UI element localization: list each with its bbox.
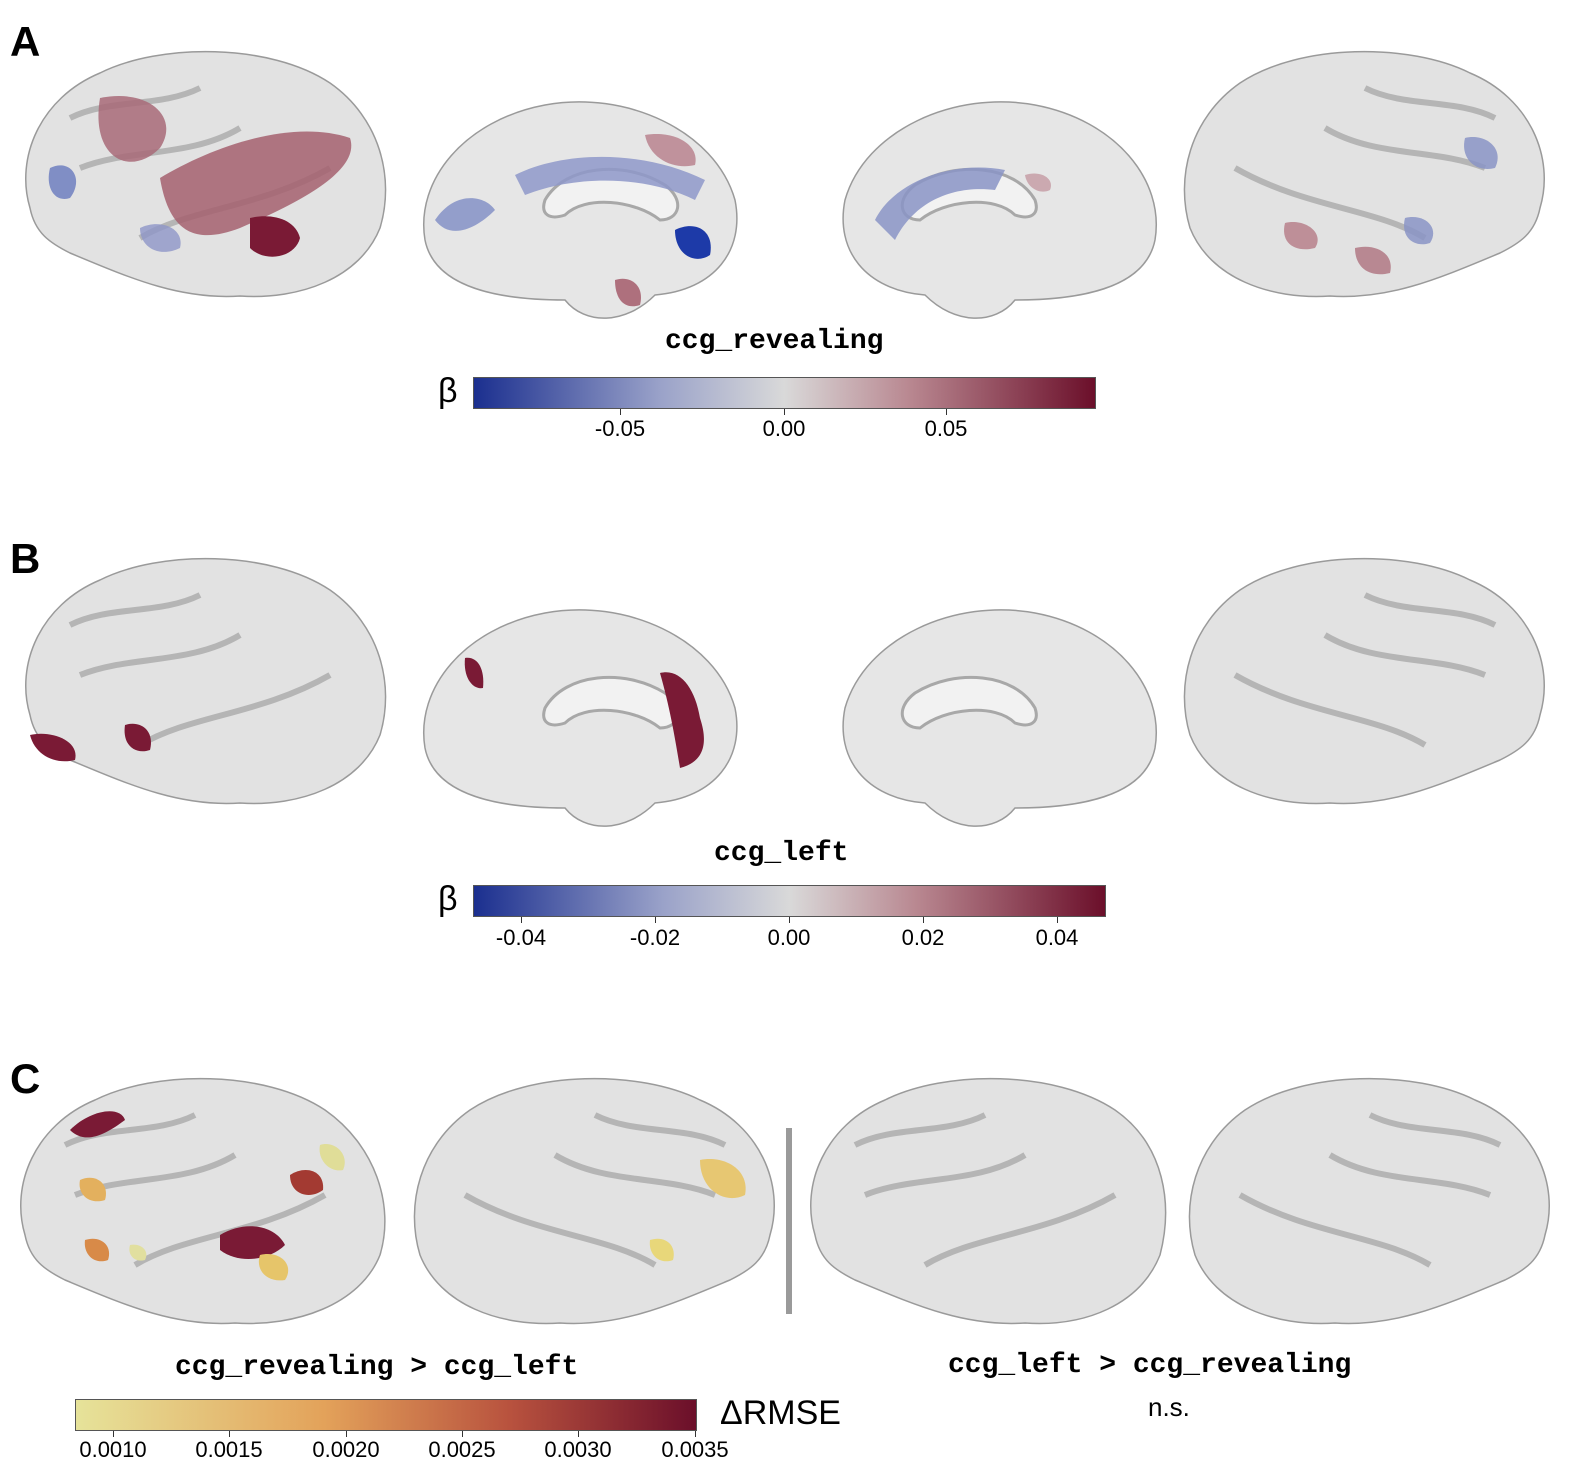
panel-b-colorbar-symbol: β [438, 880, 458, 918]
panel-c-right-title: ccg_left > ccg_revealing [948, 1350, 1352, 1381]
brain-b-left-lateral [25, 557, 387, 805]
brain-c-left-lateral-right [1188, 1077, 1550, 1325]
panel-b-tick-label: -0.04 [495, 925, 547, 950]
panel-b-title: ccg_left [714, 838, 849, 869]
panel-b-tick-label: -0.02 [629, 925, 681, 950]
brain-a-right-medial [842, 101, 1157, 319]
panel-b-tickmark [1057, 917, 1058, 923]
brain-c-revealing-lateral-right [413, 1077, 775, 1325]
panel-c-tickmark [229, 1431, 230, 1437]
panel-a-tick-label: 0.05 [924, 416, 968, 441]
panel-a-tickmark [784, 409, 785, 415]
panel-c-tickmark [578, 1431, 579, 1437]
panel-a-tickmark [620, 409, 621, 415]
panel-b-tick-label: 0.02 [901, 925, 945, 950]
panel-c-left-title: ccg_revealing > ccg_left [175, 1352, 579, 1383]
panel-c-tick-label: 0.0015 [195, 1437, 263, 1462]
brain-a-left-lateral [25, 50, 387, 298]
brain-c-left-lateral-left [810, 1077, 1167, 1325]
brain-b-left-medial [423, 609, 738, 827]
panel-a-title: ccg_revealing [665, 326, 884, 357]
panel-c-tick-label: 0.0030 [544, 1437, 612, 1462]
brain-a-left-medial [423, 101, 738, 319]
brain-c-revealing-lateral-left [20, 1077, 386, 1325]
panel-a-tickmark [946, 409, 947, 415]
brain-b-right-lateral [1183, 557, 1545, 805]
panel-c-divider [786, 1128, 792, 1314]
panel-c-tick-label: 0.0010 [79, 1437, 147, 1462]
panel-c-tick-label: 0.0020 [312, 1437, 380, 1462]
panel-label-b: B [10, 535, 41, 582]
panel-a-colorbar-symbol: β [438, 372, 458, 410]
brain-b-right-medial [842, 609, 1157, 827]
panel-c-tick-label: 0.0035 [661, 1437, 729, 1462]
brain-a-right-lateral [1183, 50, 1545, 298]
panel-c-tickmark [462, 1431, 463, 1437]
panel-c-colorbar-symbol: ΔRMSE [720, 1394, 841, 1432]
panel-c-ns-note: n.s. [1148, 1392, 1190, 1422]
panel-c-tickmark [346, 1431, 347, 1437]
panel-a-tick-label: -0.05 [594, 416, 646, 441]
panel-c-tickmark [695, 1431, 696, 1437]
panel-c-tickmark [113, 1431, 114, 1437]
panel-label-c: C [10, 1055, 41, 1102]
panel-b-tick-label: 0.00 [767, 925, 811, 950]
panel-c-colorbar [75, 1399, 697, 1431]
panel-b-tickmark [923, 917, 924, 923]
panel-a-colorbar [473, 377, 1096, 409]
panel-c-tick-label: 0.0025 [428, 1437, 496, 1462]
panel-b-tickmark [655, 917, 656, 923]
panel-a-tick-label: 0.00 [762, 416, 806, 441]
panel-b-tickmark [789, 917, 790, 923]
panel-b-tick-label: 0.04 [1035, 925, 1079, 950]
panel-b-tickmark [521, 917, 522, 923]
panel-b-colorbar [473, 885, 1106, 917]
panel-label-a: A [10, 18, 41, 65]
